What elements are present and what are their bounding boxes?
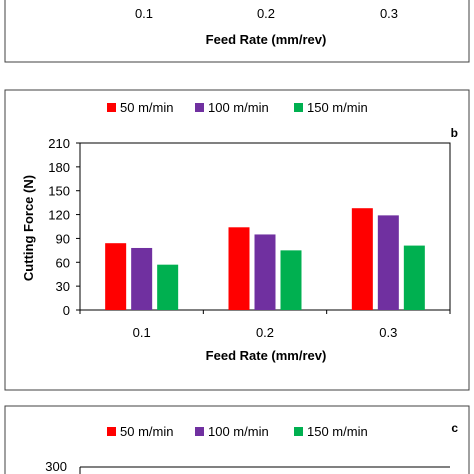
- panel-b-bar-s0-c1: [228, 227, 250, 310]
- panel-b-legend: 50 m/min 100 m/min 150 m/min: [107, 100, 368, 115]
- panel-a-xlabel: Feed Rate (mm/rev): [206, 32, 327, 47]
- panel-b-ytick-label-1: 30: [56, 279, 70, 294]
- panel-b-ytick-label-2: 60: [56, 255, 70, 270]
- panel-b-legend-label-100: 100 m/min: [208, 100, 269, 115]
- panel-b-bar-s0-c0: [105, 243, 127, 310]
- panel-b-bar-s1-c0: [131, 247, 153, 310]
- panel-b-ytick-label-5: 150: [48, 184, 70, 199]
- panel-b-xtick-label-1: 0.2: [256, 325, 274, 340]
- panel-b-bar-s1-c1: [254, 234, 276, 310]
- panel-a-frame: [4, 0, 470, 63]
- panel-c-legend-label-150: 150 m/min: [307, 424, 368, 439]
- panel-b-y-ticks: 0 30 60 90 120 150 180 210: [48, 136, 80, 318]
- panel-b-legend-swatch-50: [107, 103, 116, 112]
- panel-c-legend-swatch-100: [195, 427, 204, 436]
- panel-a: 0.1 0.2 0.3 Feed Rate (mm/rev): [4, 0, 470, 63]
- panel-b-x-ticks: 0.1 0.2 0.3: [79, 310, 451, 340]
- panel-b-ytick-label-0: 0: [63, 303, 70, 318]
- panel-b-frame: [4, 89, 470, 391]
- panel-b-xtick-label-0: 0.1: [133, 325, 151, 340]
- panel-b-letter: b: [451, 126, 458, 140]
- panel-b-ytick-label-4: 120: [48, 208, 70, 223]
- panel-c-legend: 50 m/min 100 m/min 150 m/min: [107, 424, 368, 439]
- panel-c-legend-swatch-150: [294, 427, 303, 436]
- panel-a-xtick-0: 0.1: [135, 6, 153, 21]
- panel-c-frame: [4, 405, 470, 474]
- panel-b-xlabel: Feed Rate (mm/rev): [206, 348, 327, 363]
- panel-c-ytick-0: 300: [45, 459, 67, 474]
- panel-a-xtick-1: 0.2: [257, 6, 275, 21]
- panel-b-bar-s2-c1: [280, 250, 302, 310]
- panel-c-legend-label-100: 100 m/min: [208, 424, 269, 439]
- panel-a-xtick-2: 0.3: [380, 6, 398, 21]
- panel-b-legend-label-150: 150 m/min: [307, 100, 368, 115]
- panel-b-ytick-label-6: 180: [48, 160, 70, 175]
- panel-b-legend-swatch-100: [195, 103, 204, 112]
- panel-b-bars: [105, 208, 425, 310]
- panel-b-ytick-label-7: 210: [48, 136, 70, 151]
- panel-b-ylabel: Cutting Force (N): [21, 175, 36, 281]
- panel-b-ytick-label-3: 90: [56, 231, 70, 246]
- panel-c-legend-swatch-50: [107, 427, 116, 436]
- panel-b-legend-swatch-150: [294, 103, 303, 112]
- panel-b-bar-s0-c2: [351, 208, 373, 310]
- panel-b-bar-s2-c2: [403, 245, 425, 310]
- panel-b-bar-s2-c0: [157, 264, 179, 310]
- panel-c: c 50 m/min 100 m/min 150 m/min 300: [4, 405, 470, 474]
- panel-b: b 50 m/min 100 m/min 150 m/min 0 30 60 90 12…: [4, 89, 470, 391]
- panel-b-legend-label-50: 50 m/min: [120, 100, 173, 115]
- panel-c-letter: c: [451, 421, 458, 435]
- panel-b-bar-s1-c2: [377, 215, 399, 310]
- panel-c-legend-label-50: 50 m/min: [120, 424, 173, 439]
- panel-b-xtick-label-2: 0.3: [379, 325, 397, 340]
